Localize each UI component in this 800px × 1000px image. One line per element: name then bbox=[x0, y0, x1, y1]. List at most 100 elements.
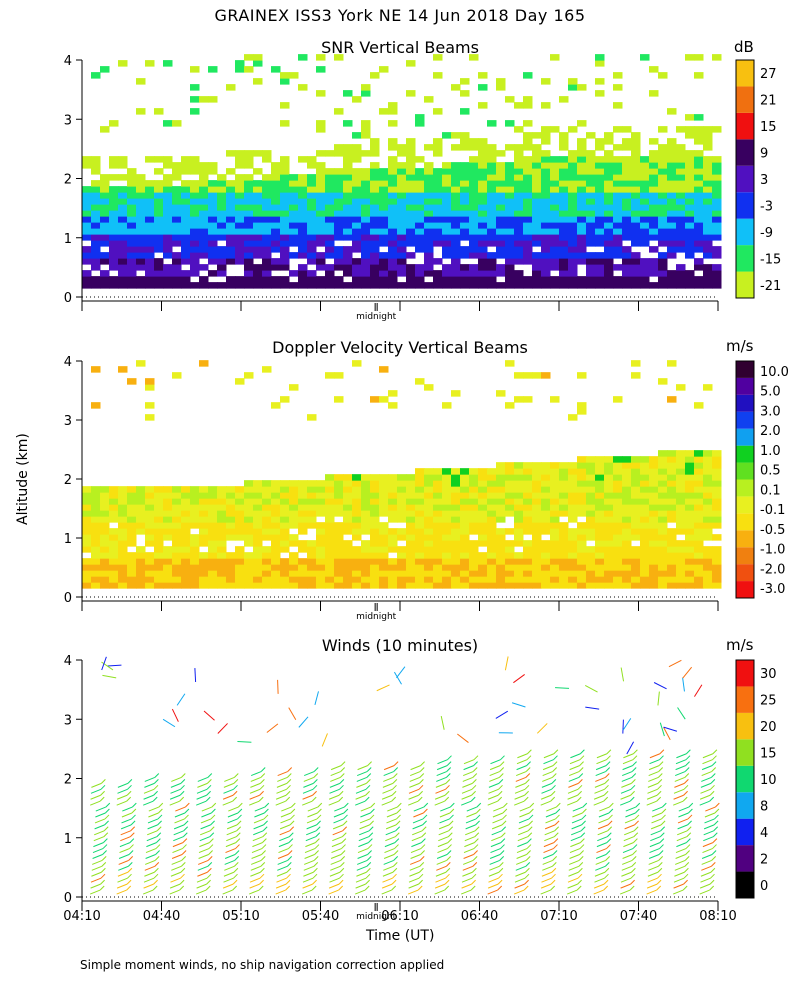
velocity-cell bbox=[442, 504, 452, 511]
velocity-cell bbox=[577, 468, 587, 475]
snr-cell bbox=[244, 270, 254, 277]
wind-barb bbox=[201, 812, 212, 818]
velocity-cell bbox=[712, 456, 722, 463]
velocity-cell bbox=[631, 504, 641, 511]
wind-barb-flag bbox=[153, 873, 159, 879]
velocity-cell bbox=[649, 570, 659, 577]
wind-barb-flag bbox=[179, 790, 185, 796]
snr-cell bbox=[586, 174, 596, 181]
snr-cell bbox=[460, 78, 470, 85]
velocity-cell bbox=[361, 486, 371, 493]
wind-barb bbox=[620, 889, 631, 895]
snr-cell bbox=[613, 156, 623, 163]
wind-barb-flag bbox=[129, 838, 135, 843]
snr-cell bbox=[370, 174, 380, 181]
snr-colorbar-unit: dB bbox=[734, 38, 754, 56]
velocity-cell bbox=[460, 558, 470, 565]
velocity-cell bbox=[127, 378, 137, 385]
snr-cell bbox=[199, 252, 209, 259]
velocity-cell bbox=[676, 480, 686, 487]
velocity-cell bbox=[109, 540, 119, 547]
snr-cell bbox=[343, 150, 353, 157]
snr-cell bbox=[271, 264, 281, 271]
snr-cell bbox=[307, 282, 317, 289]
snr-cell bbox=[505, 264, 515, 271]
velocity-cell bbox=[91, 366, 101, 373]
wind-barb bbox=[304, 848, 316, 854]
velocity-cell bbox=[532, 486, 542, 493]
snr-cell bbox=[172, 264, 182, 271]
velocity-cell bbox=[586, 546, 596, 553]
snr-cell bbox=[487, 204, 497, 211]
velocity-cell bbox=[676, 384, 686, 391]
wind-barb-flag bbox=[529, 802, 535, 808]
wind-barb-flag bbox=[501, 820, 507, 826]
snr-cell bbox=[397, 234, 407, 241]
snr-cell bbox=[388, 138, 398, 145]
colorbar-label: -3.0 bbox=[760, 582, 785, 597]
snr-cell bbox=[181, 216, 191, 223]
velocity-cell bbox=[406, 504, 416, 511]
snr-cell bbox=[469, 240, 479, 247]
wind-barb bbox=[360, 806, 371, 812]
velocity-cell bbox=[649, 504, 659, 511]
y-tick-label: 2 bbox=[64, 473, 72, 488]
velocity-cell bbox=[145, 498, 155, 505]
snr-cell bbox=[280, 222, 290, 229]
velocity-cell bbox=[100, 522, 110, 529]
velocity-cell bbox=[676, 564, 686, 571]
velocity-cell bbox=[343, 576, 353, 583]
velocity-cell bbox=[442, 402, 452, 409]
wind-barb-flag bbox=[260, 861, 266, 867]
snr-cell bbox=[460, 186, 470, 193]
colorbar-label: -3 bbox=[760, 199, 773, 214]
wind-barb-flag bbox=[338, 796, 344, 802]
wind-barb bbox=[517, 842, 528, 848]
velocity-cell bbox=[343, 486, 353, 493]
midnight-label: midnight bbox=[356, 912, 397, 922]
snr-cell bbox=[595, 204, 605, 211]
y-tick-label: 3 bbox=[64, 113, 72, 128]
snr-cell bbox=[649, 162, 659, 169]
wind-barb-flag bbox=[449, 814, 454, 820]
velocity-cell bbox=[388, 402, 398, 409]
snr-cell bbox=[469, 54, 479, 61]
snr-cell bbox=[91, 252, 101, 259]
snr-cell bbox=[505, 198, 515, 205]
wind-barb-flag bbox=[472, 779, 477, 784]
snr-cell bbox=[181, 240, 191, 247]
snr-cell bbox=[550, 240, 560, 247]
velocity-cell bbox=[478, 582, 488, 589]
snr-cell bbox=[388, 168, 398, 175]
snr-cell bbox=[334, 210, 344, 217]
wind-barb-flag bbox=[710, 867, 716, 873]
wind-barb bbox=[118, 859, 129, 865]
snr-cell bbox=[154, 168, 164, 175]
velocity-cell bbox=[685, 552, 695, 559]
wind-barb bbox=[411, 836, 422, 842]
snr-cell bbox=[694, 228, 704, 235]
wind-barb bbox=[489, 771, 500, 777]
velocity-cell bbox=[217, 522, 227, 529]
snr-cell bbox=[325, 216, 335, 223]
snr-cell bbox=[613, 216, 623, 223]
snr-cell bbox=[316, 204, 326, 211]
velocity-cell bbox=[703, 456, 713, 463]
velocity-cell bbox=[649, 576, 659, 583]
wind-barb bbox=[434, 800, 445, 806]
velocity-cell bbox=[424, 498, 434, 505]
wind-barb bbox=[357, 765, 368, 771]
wind-barb-flag bbox=[260, 767, 266, 772]
velocity-cell bbox=[100, 564, 110, 571]
snr-cell bbox=[181, 252, 191, 259]
snr-cell bbox=[514, 276, 524, 283]
snr-cell bbox=[523, 138, 533, 145]
snr-cell bbox=[388, 192, 398, 199]
velocity-cell bbox=[91, 492, 101, 499]
snr-cell bbox=[631, 210, 641, 217]
snr-cell bbox=[352, 174, 362, 181]
wind-barb bbox=[251, 854, 262, 859]
snr-cell bbox=[388, 216, 398, 223]
velocity-cell bbox=[307, 570, 317, 577]
wind-barb-flag bbox=[393, 767, 399, 772]
